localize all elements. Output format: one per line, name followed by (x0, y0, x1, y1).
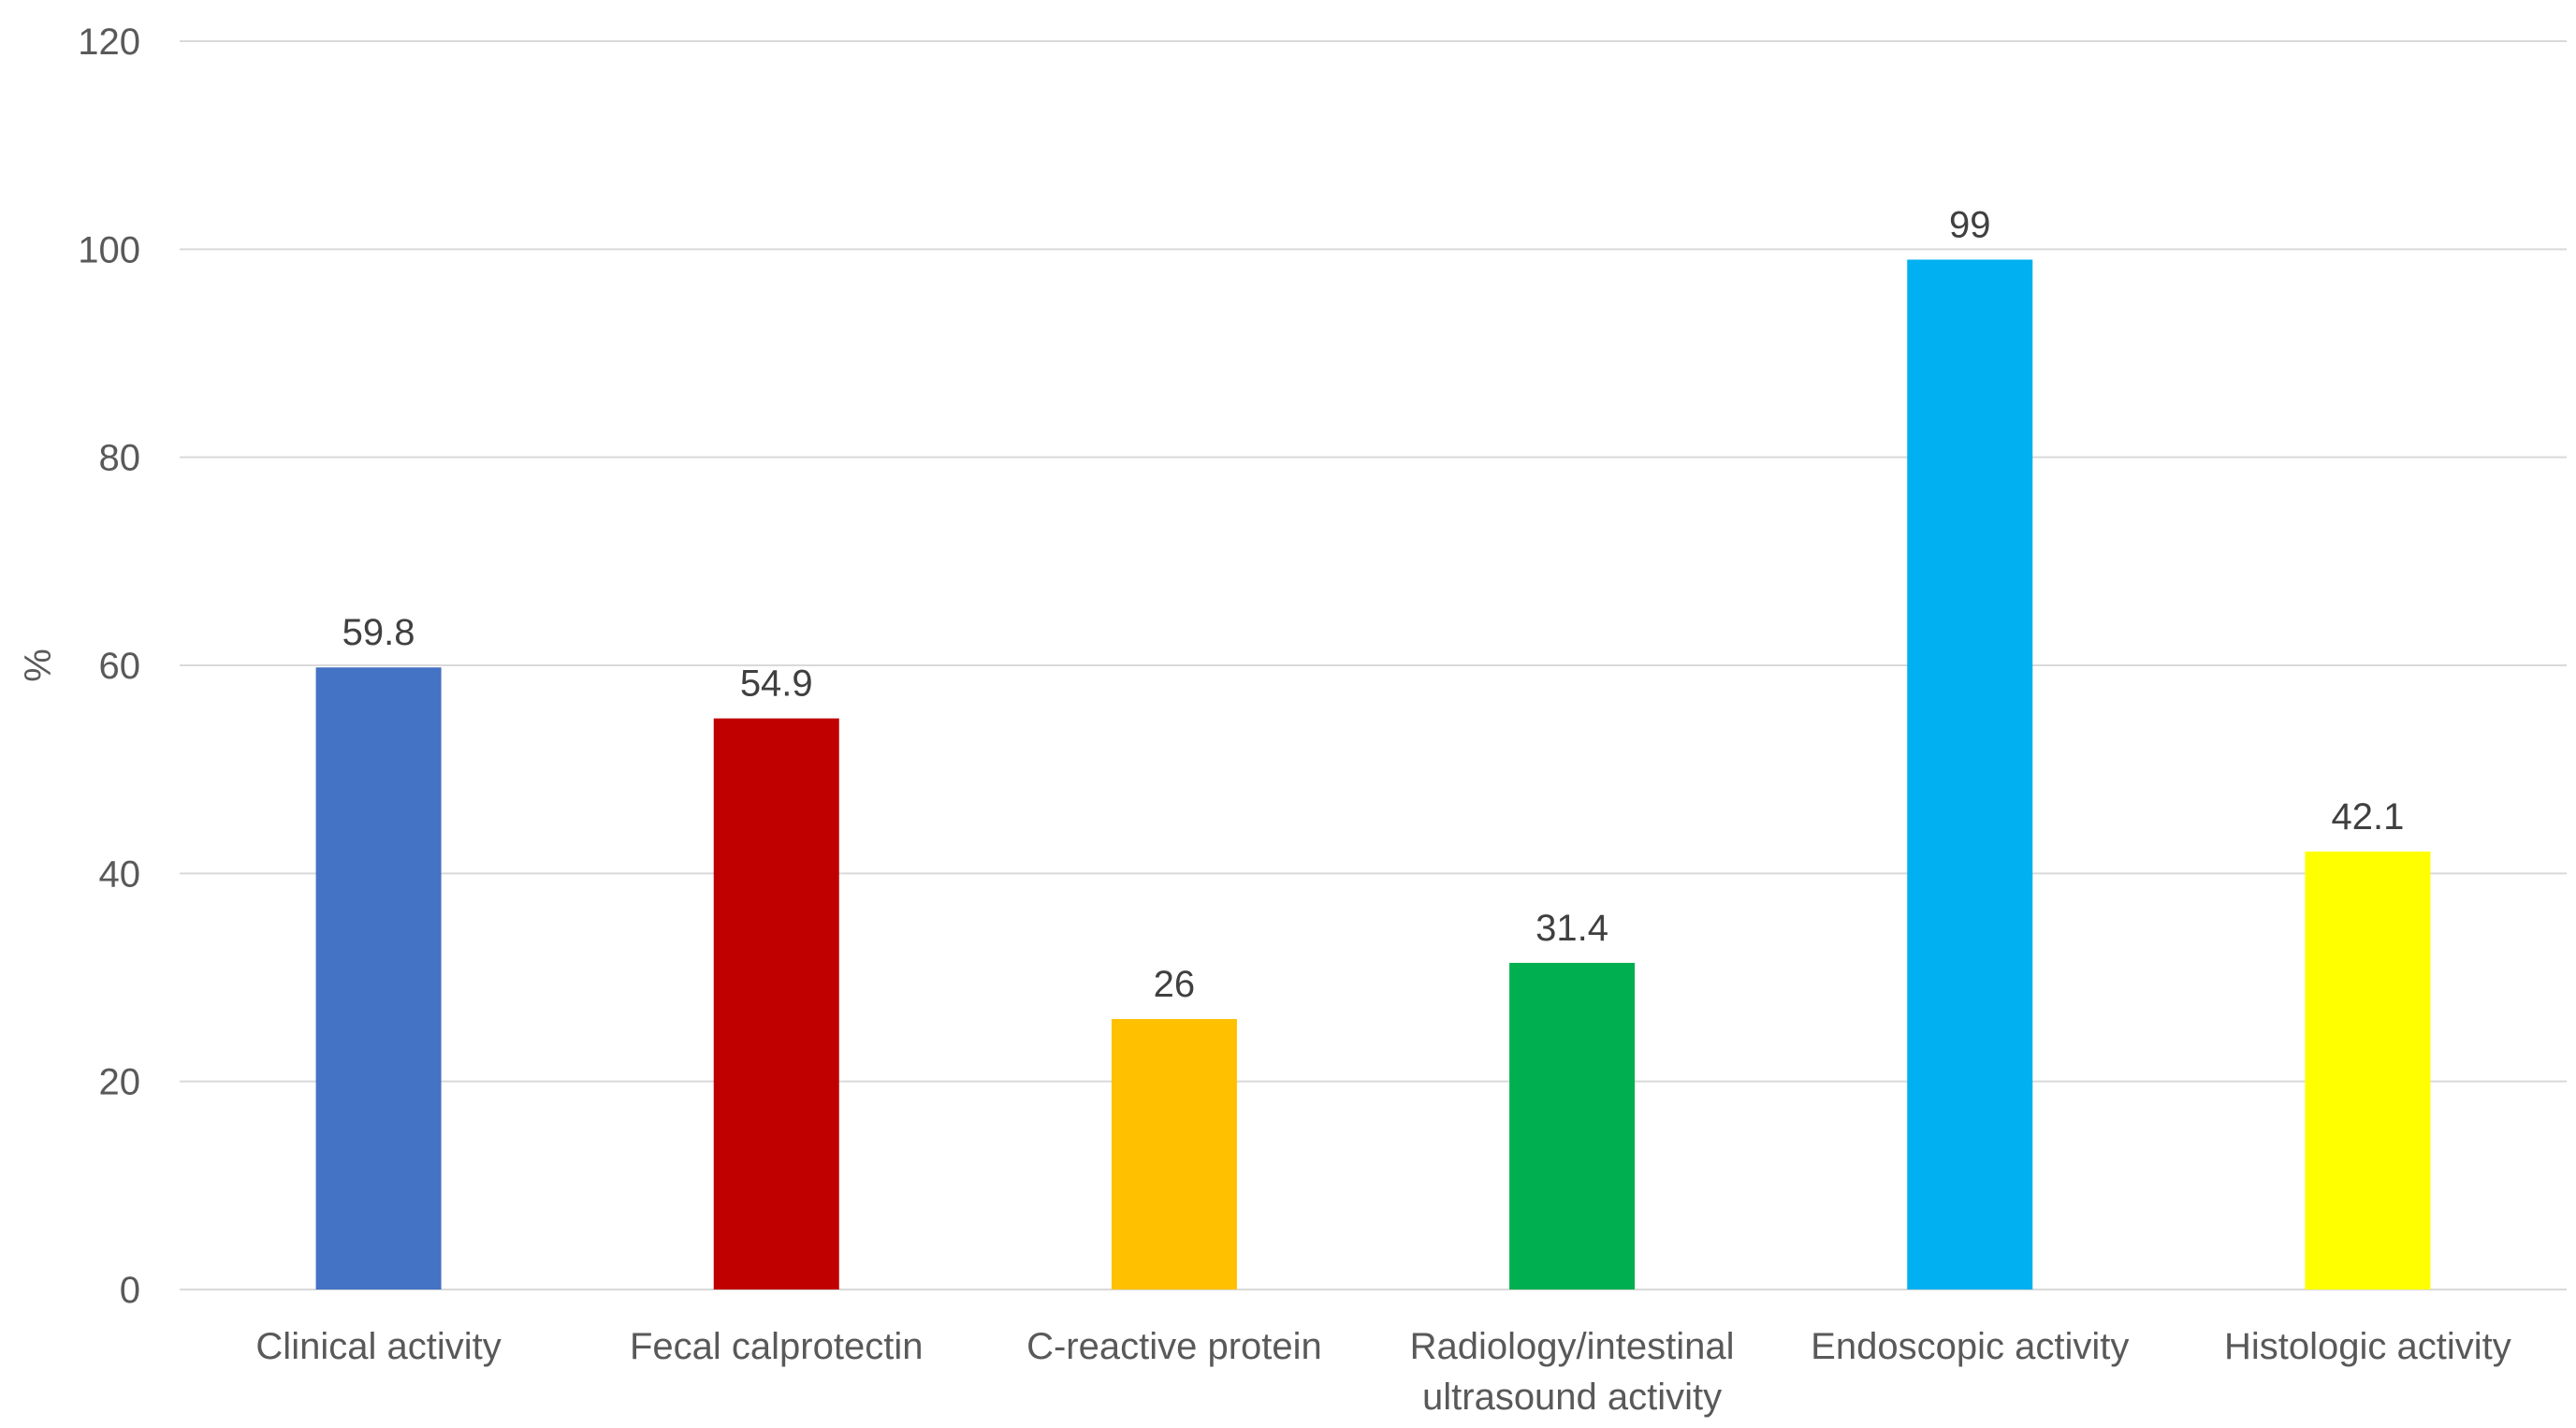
bar-0 (315, 667, 442, 1290)
category-label-0: Clinical activity (255, 1326, 501, 1367)
bars (315, 259, 2431, 1290)
y-tick-label-20: 20 (99, 1062, 141, 1103)
y-axis-title: % (18, 648, 59, 682)
bar-1 (713, 718, 839, 1290)
gridlines (180, 40, 2567, 1290)
y-tick-label-100: 100 (78, 229, 140, 270)
y-tick-label-40: 40 (99, 853, 141, 895)
bar-4 (1907, 259, 2033, 1290)
category-label-3-line-0: Radiology/intestinal (1410, 1326, 1735, 1367)
data-label-1: 54.9 (740, 663, 813, 705)
bar-2 (1111, 1018, 1237, 1290)
category-label-5: Histologic activity (2224, 1326, 2511, 1367)
y-axis-ticks: 0 20 40 60 80 100 120 (78, 22, 140, 1311)
category-label-2: C-reactive protein (1026, 1326, 1322, 1367)
category-label-3-line-1: ultrasound activity (1422, 1377, 1722, 1418)
y-tick-label-0: 0 (120, 1270, 140, 1311)
category-label-4: Endoscopic activity (1811, 1326, 2129, 1367)
x-axis-categories: Clinical activity Fecal calprotectin C-rea… (255, 1326, 2511, 1418)
data-label-4: 99 (1949, 204, 1991, 245)
data-label-5: 42.1 (2331, 796, 2404, 838)
bar-3 (1509, 962, 1636, 1290)
y-tick-label-80: 80 (99, 438, 141, 479)
data-label-0: 59.8 (342, 612, 415, 653)
y-tick-label-60: 60 (99, 646, 141, 687)
data-label-2: 26 (1154, 964, 1196, 1005)
data-label-3: 31.4 (1535, 908, 1608, 949)
data-labels: 59.8 54.9 26 31.4 99 42.1 (342, 204, 2405, 1005)
bar-5 (2305, 851, 2431, 1290)
category-label-1: Fecal calprotectin (630, 1326, 923, 1367)
y-tick-label-120: 120 (78, 22, 140, 63)
